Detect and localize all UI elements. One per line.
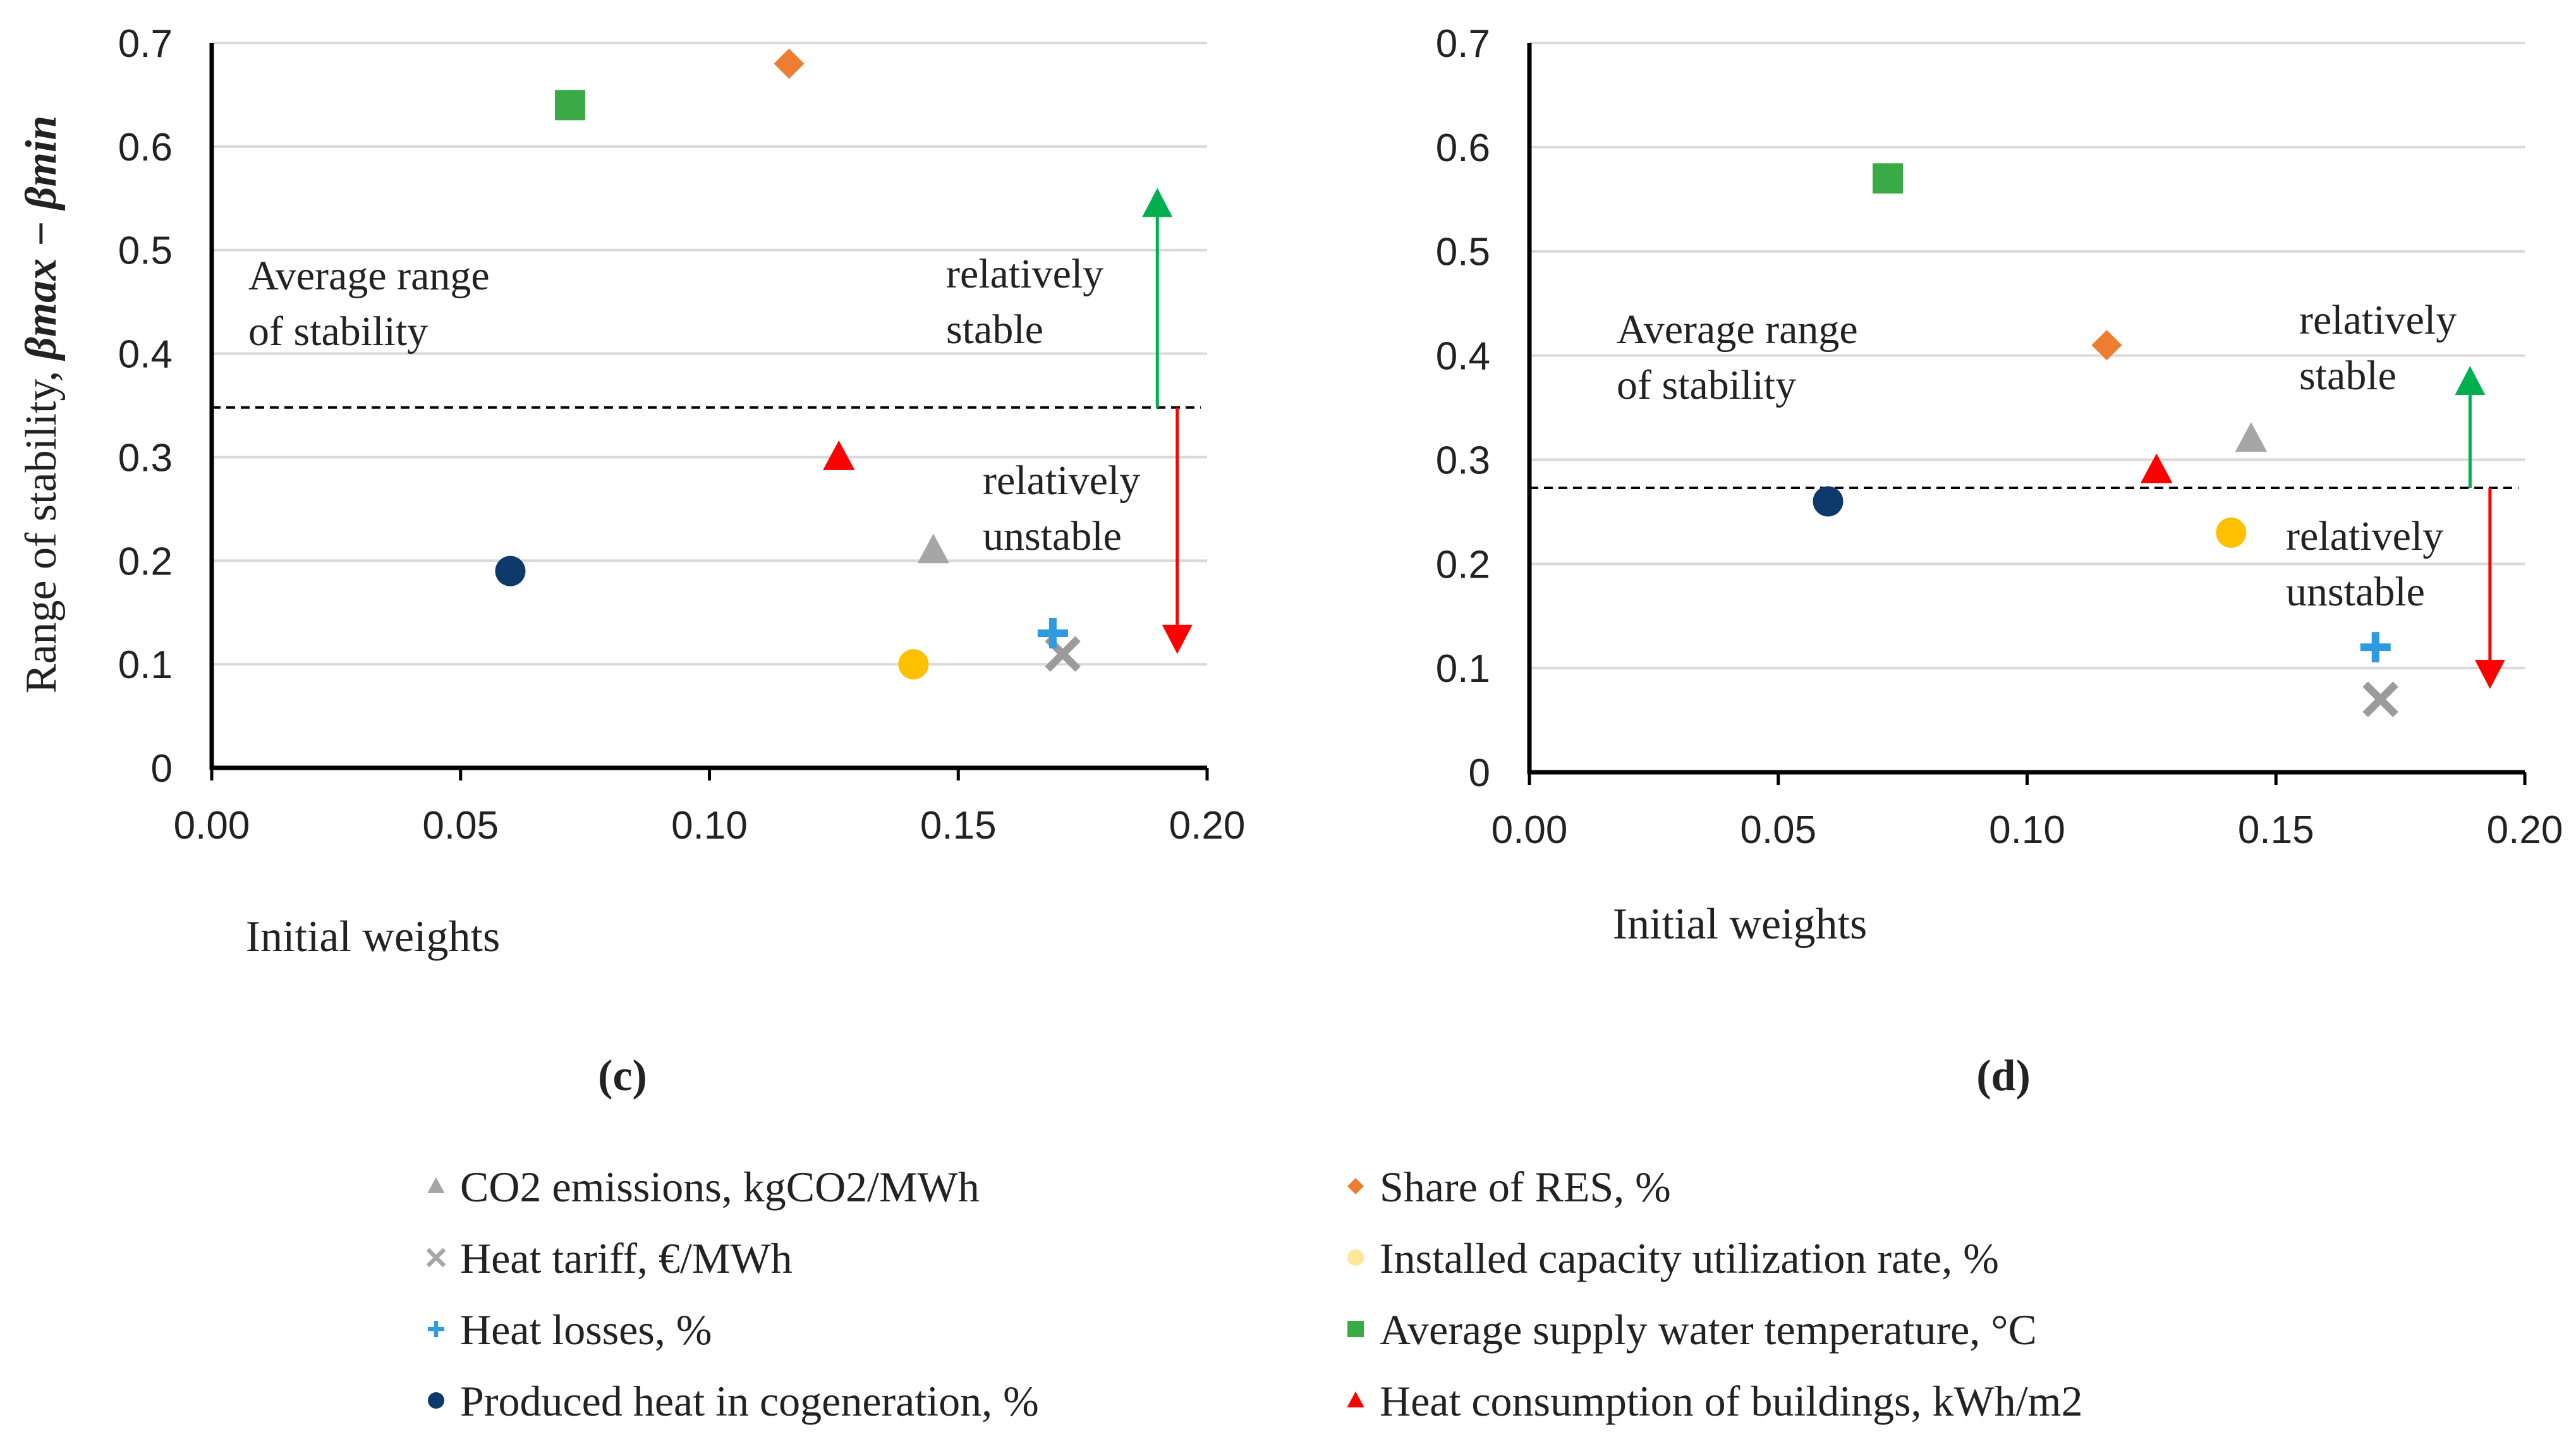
legend-entry-label: Heat tariff, €/MWh [460,1234,793,1282]
average-range-label: Average range [248,253,490,299]
data-point-heat-consumption-of-buildings-kwh-m2 [823,440,855,470]
y-axis-title-text: Range of stability, [17,360,66,693]
x-tick-label: 0.00 [1492,808,1568,852]
x-tick-label: 0.05 [422,804,499,847]
data-point-co2-emissions-kgco2-mwh [2235,422,2268,452]
cross-icon [426,1248,446,1268]
x-tick-label: 0.20 [2487,808,2563,852]
y-tick-label: 0.7 [118,22,173,66]
legend-entry-label: Average supply water temperature, °C [1380,1306,2037,1354]
y-axis-title: Range of stability, βmax − βmin [17,116,66,694]
data-point-installed-capacity-utilization-rate [898,649,929,680]
data-point-heat-consumption-of-buildings-kwh-m2 [2141,453,2173,483]
x-tick-label: 0.15 [2238,808,2314,852]
x-tick-label: 0.20 [1169,804,1246,847]
y-tick-label: 0.2 [118,540,173,583]
data-point-average-supply-water-temperature-c [555,90,585,121]
triangle-icon [427,1177,445,1194]
average-range-label: of stability [248,308,428,355]
data-point-produced-heat-in-cogeneration [1813,486,1844,517]
y-tick-label: 0.5 [118,229,173,273]
relatively-stable-label: relatively [2299,297,2457,343]
data-point-produced-heat-in-cogeneration [495,556,526,586]
y-tick-label: 0.6 [118,126,173,169]
legend-entry-label: Installed capacity utilization rate, % [1380,1234,1999,1282]
stable-arrow-head [2455,366,2486,396]
x-axis-title: Initial weights [246,913,500,961]
chart-panel-c: 0 0.1 0.2 0.3 0.4 0.5 0.6 0.7 0.00 0.05 0.10 0.15 0.… [17,22,1245,1100]
stable-arrow-head [1142,188,1173,217]
x-axis-title: Initial weights [1613,900,1867,949]
y-axis-title-math: βmax − βmin [17,116,66,361]
data-point-share-of-res [774,48,805,79]
data-point-heat-losses [2360,632,2391,663]
panel-label: (c) [598,1052,647,1100]
y-tick-label: 0 [1469,751,1490,795]
legend-entry-label: CO2 emissions, kgCO2/MWh [460,1163,980,1211]
legend-entry-label: Share of RES, % [1380,1163,1671,1211]
unstable-arrow-head [2474,660,2505,689]
x-tick-label: 0.15 [920,804,997,847]
y-tick-label: 0.6 [1436,126,1490,170]
relatively-unstable-label: relatively [983,458,1140,504]
y-tick-label: 0.7 [1436,22,1490,66]
data-point-average-supply-water-temperature-c [1873,163,1903,194]
y-tick-label: 0.5 [1436,231,1490,274]
x-tick-label: 0.10 [671,804,748,847]
legend: CO2 emissions, kgCO2/MWh Share of RES, % H… [426,1163,2082,1425]
plus-icon [428,1321,444,1337]
y-tick-label: 0.4 [118,333,173,377]
data-point-heat-tariff-mwh [2362,681,2398,717]
y-tick-label: 0.1 [118,643,173,687]
y-tick-label: 0.3 [118,436,173,480]
average-range-label: of stability [1617,362,1796,408]
data-point-share-of-res [2091,330,2122,361]
relatively-unstable-label: relatively [2286,513,2443,559]
relatively-stable-label: stable [946,307,1043,353]
unstable-arrow-head [1162,624,1193,654]
data-point-installed-capacity-utilization-rate [2216,517,2247,548]
y-tick-label: 0.1 [1436,647,1490,691]
panel-label: (d) [1976,1052,2031,1100]
y-tick-label: 0.3 [1436,439,1490,482]
relatively-unstable-label: unstable [2286,569,2425,615]
chart-panel-d: 0 0.1 0.2 0.3 0.4 0.5 0.6 0.7 0.00 0.05 0.10 0.15 0.… [1436,22,2563,1100]
legend-entry-label: Heat consumption of buildings, kWh/m2 [1380,1377,2082,1425]
relatively-stable-label: stable [2299,353,2397,399]
y-tick-label: 0.4 [1436,335,1490,379]
circle-icon [1347,1249,1364,1266]
square-icon [1347,1321,1364,1337]
average-range-label: Average range [1617,307,1858,353]
triangle-icon [1347,1391,1364,1408]
relatively-unstable-label: unstable [983,513,1122,559]
y-tick-label: 0 [151,747,173,791]
x-tick-label: 0.10 [1989,808,2065,852]
legend-entry-label: Heat losses, % [460,1306,712,1354]
diamond-icon [1347,1178,1364,1194]
legend-entry-label: Produced heat in cogeneration, % [460,1377,1039,1425]
data-point-heat-losses [1037,617,1068,648]
y-tick-label: 0.2 [1436,543,1490,586]
circle-icon [428,1392,444,1409]
x-tick-label: 0.00 [174,804,250,847]
data-point-co2-emissions-kgco2-mwh [917,533,950,564]
x-tick-label: 0.05 [1740,808,1816,852]
relatively-stable-label: relatively [946,251,1103,297]
